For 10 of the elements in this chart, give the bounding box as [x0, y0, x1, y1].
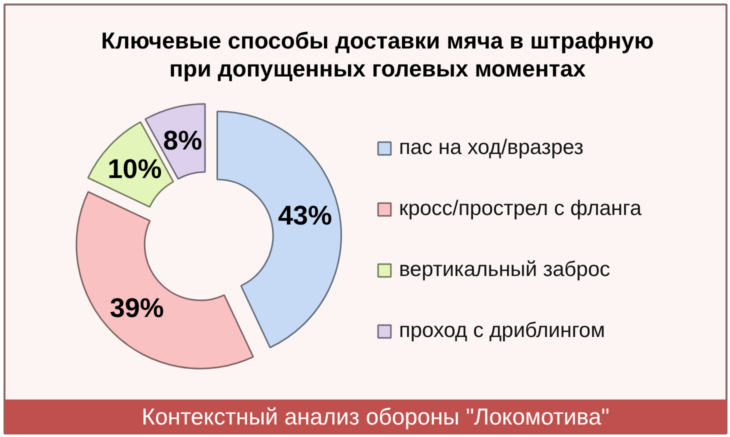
data-label: 43%	[278, 200, 332, 231]
chart-title: Ключевые способы доставки мяча в штрафную при допущенных голевых моментах	[101, 28, 654, 82]
legend-label: пас на ход/вразрез	[399, 136, 584, 160]
legend-label: кросс/прострел с фланга	[399, 197, 642, 221]
text: Контекстный анализ обороны "Локомотива"	[142, 404, 610, 430]
legend-label: проход с дриблингом	[399, 319, 606, 343]
data-label: 8%	[163, 126, 202, 156]
data-label: 39%	[110, 293, 164, 324]
legend-label: вертикальный заброс	[399, 258, 610, 282]
data-label: 10%	[108, 154, 162, 184]
